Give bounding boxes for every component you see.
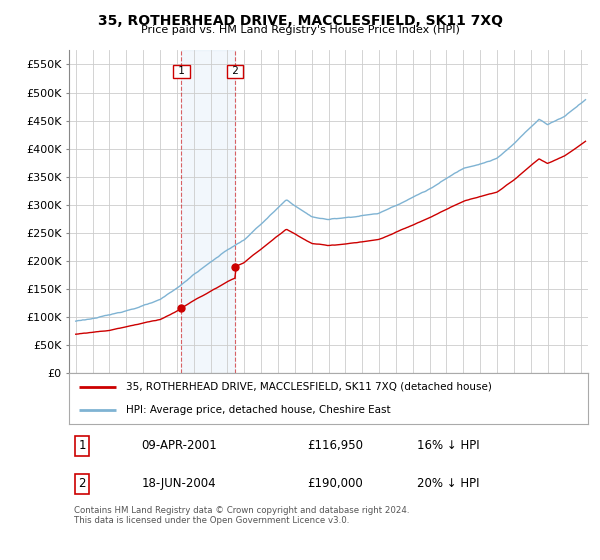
Text: HPI: Average price, detached house, Cheshire East: HPI: Average price, detached house, Ches…	[126, 405, 391, 416]
Text: 1: 1	[78, 439, 86, 452]
Text: £190,000: £190,000	[308, 477, 364, 490]
Text: Contains HM Land Registry data © Crown copyright and database right 2024.
This d: Contains HM Land Registry data © Crown c…	[74, 506, 410, 525]
Text: 20% ↓ HPI: 20% ↓ HPI	[417, 477, 479, 490]
Bar	[181, 50, 235, 373]
Text: 2: 2	[78, 477, 86, 490]
Text: 35, ROTHERHEAD DRIVE, MACCLESFIELD, SK11 7XQ: 35, ROTHERHEAD DRIVE, MACCLESFIELD, SK11…	[97, 14, 503, 28]
Text: 16% ↓ HPI: 16% ↓ HPI	[417, 439, 479, 452]
Text: 2: 2	[229, 66, 242, 76]
Text: £116,950: £116,950	[308, 439, 364, 452]
Text: 18-JUN-2004: 18-JUN-2004	[142, 477, 216, 490]
Text: 1: 1	[175, 66, 188, 76]
Text: 09-APR-2001: 09-APR-2001	[142, 439, 217, 452]
Text: 35, ROTHERHEAD DRIVE, MACCLESFIELD, SK11 7XQ (detached house): 35, ROTHERHEAD DRIVE, MACCLESFIELD, SK11…	[126, 382, 492, 392]
Text: Price paid vs. HM Land Registry's House Price Index (HPI): Price paid vs. HM Land Registry's House …	[140, 25, 460, 35]
